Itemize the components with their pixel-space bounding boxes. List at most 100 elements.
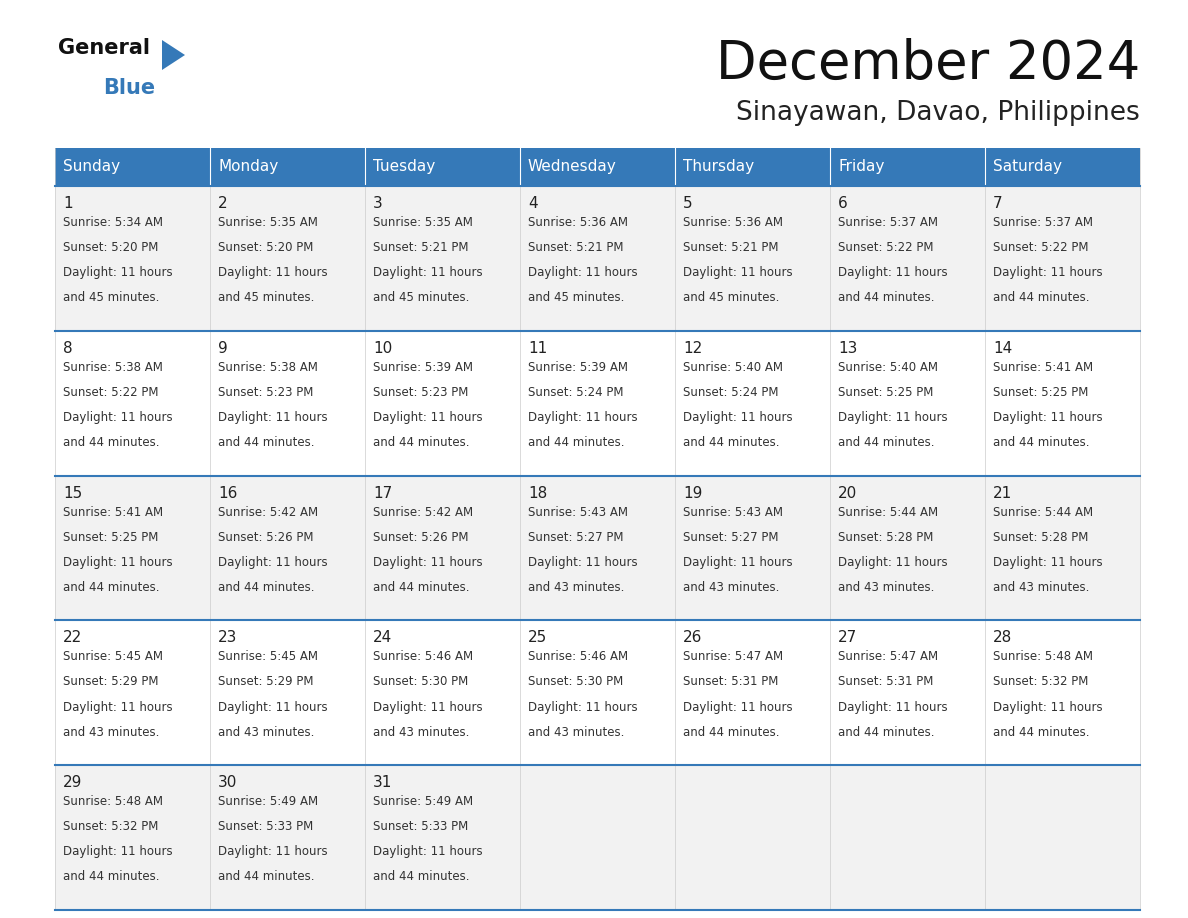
- Text: 7: 7: [993, 196, 1003, 211]
- Text: 15: 15: [63, 486, 82, 500]
- Text: and 43 minutes.: and 43 minutes.: [219, 725, 315, 739]
- Text: 6: 6: [838, 196, 848, 211]
- Text: Daylight: 11 hours: Daylight: 11 hours: [219, 700, 328, 713]
- Text: Sunset: 5:21 PM: Sunset: 5:21 PM: [683, 241, 778, 254]
- Text: 16: 16: [219, 486, 238, 500]
- Text: Daylight: 11 hours: Daylight: 11 hours: [219, 555, 328, 569]
- Text: and 44 minutes.: and 44 minutes.: [993, 725, 1089, 739]
- Text: and 43 minutes.: and 43 minutes.: [373, 725, 469, 739]
- Text: and 44 minutes.: and 44 minutes.: [993, 436, 1089, 449]
- Text: Sunrise: 5:35 AM: Sunrise: 5:35 AM: [219, 216, 318, 229]
- Text: Daylight: 11 hours: Daylight: 11 hours: [683, 266, 792, 279]
- Text: Sunrise: 5:47 AM: Sunrise: 5:47 AM: [838, 650, 939, 664]
- Text: Sunset: 5:32 PM: Sunset: 5:32 PM: [63, 821, 158, 834]
- Bar: [55, 621, 1140, 766]
- Text: Daylight: 11 hours: Daylight: 11 hours: [838, 266, 948, 279]
- Text: and 44 minutes.: and 44 minutes.: [838, 291, 935, 304]
- Text: Daylight: 11 hours: Daylight: 11 hours: [527, 266, 638, 279]
- Text: Sunset: 5:29 PM: Sunset: 5:29 PM: [63, 676, 158, 688]
- Text: Daylight: 11 hours: Daylight: 11 hours: [219, 266, 328, 279]
- Text: and 44 minutes.: and 44 minutes.: [63, 870, 159, 883]
- Text: Sunset: 5:28 PM: Sunset: 5:28 PM: [993, 531, 1088, 543]
- Text: Monday: Monday: [219, 160, 278, 174]
- Bar: [675, 148, 830, 186]
- Text: and 45 minutes.: and 45 minutes.: [683, 291, 779, 304]
- Text: 2: 2: [219, 196, 228, 211]
- Text: Daylight: 11 hours: Daylight: 11 hours: [993, 555, 1102, 569]
- Text: 31: 31: [373, 775, 392, 790]
- Text: Sunset: 5:27 PM: Sunset: 5:27 PM: [527, 531, 624, 543]
- Bar: [365, 148, 520, 186]
- Text: Daylight: 11 hours: Daylight: 11 hours: [373, 266, 482, 279]
- Text: 11: 11: [527, 341, 548, 356]
- Text: 22: 22: [63, 631, 82, 645]
- Text: Saturday: Saturday: [993, 160, 1062, 174]
- Bar: [985, 148, 1140, 186]
- Text: and 44 minutes.: and 44 minutes.: [683, 725, 779, 739]
- Text: 23: 23: [219, 631, 238, 645]
- Text: Daylight: 11 hours: Daylight: 11 hours: [527, 700, 638, 713]
- Text: Friday: Friday: [838, 160, 884, 174]
- Text: 8: 8: [63, 341, 72, 356]
- Text: Daylight: 11 hours: Daylight: 11 hours: [63, 845, 172, 858]
- Text: 3: 3: [373, 196, 383, 211]
- Text: Sunrise: 5:36 AM: Sunrise: 5:36 AM: [683, 216, 783, 229]
- Text: Sunrise: 5:49 AM: Sunrise: 5:49 AM: [373, 795, 473, 808]
- Text: Daylight: 11 hours: Daylight: 11 hours: [527, 555, 638, 569]
- Text: Sunset: 5:27 PM: Sunset: 5:27 PM: [683, 531, 778, 543]
- Text: Sunrise: 5:44 AM: Sunrise: 5:44 AM: [993, 506, 1093, 519]
- Polygon shape: [162, 40, 185, 70]
- Text: Thursday: Thursday: [683, 160, 754, 174]
- Text: Sunrise: 5:39 AM: Sunrise: 5:39 AM: [527, 361, 628, 374]
- Text: and 43 minutes.: and 43 minutes.: [527, 581, 625, 594]
- Text: Sunrise: 5:42 AM: Sunrise: 5:42 AM: [219, 506, 318, 519]
- Text: Wednesday: Wednesday: [527, 160, 617, 174]
- Bar: [55, 766, 1140, 910]
- Bar: [55, 476, 1140, 621]
- Text: Daylight: 11 hours: Daylight: 11 hours: [63, 411, 172, 424]
- Text: Sunrise: 5:46 AM: Sunrise: 5:46 AM: [527, 650, 628, 664]
- Text: 17: 17: [373, 486, 392, 500]
- Text: Sunrise: 5:47 AM: Sunrise: 5:47 AM: [683, 650, 783, 664]
- Text: Sunrise: 5:44 AM: Sunrise: 5:44 AM: [838, 506, 939, 519]
- Text: and 45 minutes.: and 45 minutes.: [219, 291, 315, 304]
- Text: and 43 minutes.: and 43 minutes.: [993, 581, 1089, 594]
- Text: Sunset: 5:33 PM: Sunset: 5:33 PM: [373, 821, 468, 834]
- Text: Sunday: Sunday: [63, 160, 120, 174]
- Text: Sunset: 5:21 PM: Sunset: 5:21 PM: [527, 241, 624, 254]
- Text: and 43 minutes.: and 43 minutes.: [63, 725, 159, 739]
- Text: Daylight: 11 hours: Daylight: 11 hours: [373, 700, 482, 713]
- Text: and 45 minutes.: and 45 minutes.: [373, 291, 469, 304]
- Text: Sunset: 5:33 PM: Sunset: 5:33 PM: [219, 821, 314, 834]
- Text: Sunset: 5:26 PM: Sunset: 5:26 PM: [219, 531, 314, 543]
- Text: Daylight: 11 hours: Daylight: 11 hours: [63, 700, 172, 713]
- Text: Sunrise: 5:38 AM: Sunrise: 5:38 AM: [219, 361, 318, 374]
- Text: Sunset: 5:20 PM: Sunset: 5:20 PM: [219, 241, 314, 254]
- Text: 13: 13: [838, 341, 858, 356]
- Text: Sunrise: 5:35 AM: Sunrise: 5:35 AM: [373, 216, 473, 229]
- Text: and 44 minutes.: and 44 minutes.: [683, 436, 779, 449]
- Text: and 45 minutes.: and 45 minutes.: [63, 291, 159, 304]
- Text: and 44 minutes.: and 44 minutes.: [993, 291, 1089, 304]
- Text: and 43 minutes.: and 43 minutes.: [527, 725, 625, 739]
- Text: Sunrise: 5:41 AM: Sunrise: 5:41 AM: [993, 361, 1093, 374]
- Text: Tuesday: Tuesday: [373, 160, 435, 174]
- Text: Sunrise: 5:36 AM: Sunrise: 5:36 AM: [527, 216, 628, 229]
- Text: December 2024: December 2024: [715, 38, 1140, 90]
- Text: 14: 14: [993, 341, 1012, 356]
- Text: Sunset: 5:31 PM: Sunset: 5:31 PM: [683, 676, 778, 688]
- Text: 24: 24: [373, 631, 392, 645]
- Text: and 44 minutes.: and 44 minutes.: [63, 436, 159, 449]
- Text: Sunrise: 5:48 AM: Sunrise: 5:48 AM: [63, 795, 163, 808]
- Text: and 44 minutes.: and 44 minutes.: [838, 725, 935, 739]
- Text: Sunset: 5:20 PM: Sunset: 5:20 PM: [63, 241, 158, 254]
- Text: Daylight: 11 hours: Daylight: 11 hours: [373, 555, 482, 569]
- Text: and 44 minutes.: and 44 minutes.: [219, 870, 315, 883]
- Text: and 43 minutes.: and 43 minutes.: [683, 581, 779, 594]
- Text: Sunset: 5:23 PM: Sunset: 5:23 PM: [219, 386, 314, 398]
- Text: Sunset: 5:28 PM: Sunset: 5:28 PM: [838, 531, 934, 543]
- Bar: [210, 148, 365, 186]
- Text: Sunset: 5:22 PM: Sunset: 5:22 PM: [63, 386, 158, 398]
- Text: 10: 10: [373, 341, 392, 356]
- Text: 12: 12: [683, 341, 702, 356]
